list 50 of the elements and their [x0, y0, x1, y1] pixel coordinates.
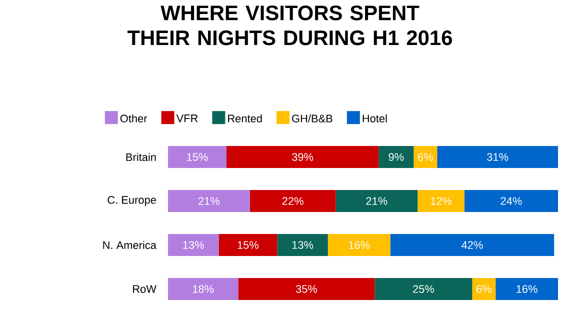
data-label: 15% — [238, 241, 259, 249]
bar — [168, 278, 238, 300]
data-label: 25% — [413, 285, 434, 293]
data-label: 15% — [187, 153, 208, 161]
data-label: 13% — [292, 241, 314, 249]
data-label: 22% — [282, 197, 304, 205]
bar — [418, 190, 464, 212]
data-label: 9% — [388, 153, 404, 161]
bar — [374, 278, 472, 300]
data-label: 6% — [418, 153, 433, 161]
y-tick-label: Britain — [126, 152, 156, 162]
bar — [472, 278, 496, 300]
bar — [390, 234, 554, 256]
bar — [328, 234, 390, 256]
bar — [277, 234, 328, 256]
bar — [168, 234, 219, 256]
data-label: 18% — [192, 285, 214, 293]
data-label: 42% — [461, 241, 483, 249]
legend-label: Rented — [228, 114, 262, 122]
bar — [437, 146, 558, 168]
bar — [168, 146, 227, 168]
y-tick-label: N. America — [103, 240, 156, 250]
bar — [336, 190, 418, 212]
legend-label: Hotel — [362, 114, 387, 122]
data-label: 6% — [476, 285, 492, 293]
bar — [168, 190, 250, 212]
legend-label: VFR — [176, 114, 198, 122]
data-label: 31% — [487, 153, 508, 161]
y-tick-label: RoW — [133, 285, 156, 293]
legend-label: GH/B&B — [292, 114, 332, 122]
data-label: 16% — [348, 241, 370, 249]
bar — [496, 278, 558, 300]
data-label: 12% — [430, 197, 452, 205]
data-label: 35% — [296, 285, 318, 293]
bar — [250, 190, 336, 212]
data-label: 21% — [366, 197, 388, 205]
data-label: 16% — [516, 285, 538, 293]
bar — [414, 146, 438, 168]
bar — [226, 146, 379, 168]
data-label: 39% — [292, 153, 314, 161]
chart-title: WHERE VISITORS SPENT THEIR NIGHTS DURING H1 2016 — [127, 6, 452, 46]
legend-label: Other — [120, 114, 148, 122]
data-label: 24% — [500, 197, 522, 205]
data-label: 13% — [183, 241, 204, 249]
bar — [464, 190, 558, 212]
bar — [378, 146, 414, 168]
data-label: 21% — [198, 197, 220, 205]
y-tick-label: C. Europe — [108, 196, 156, 206]
bar — [218, 234, 278, 256]
bar — [238, 278, 375, 300]
